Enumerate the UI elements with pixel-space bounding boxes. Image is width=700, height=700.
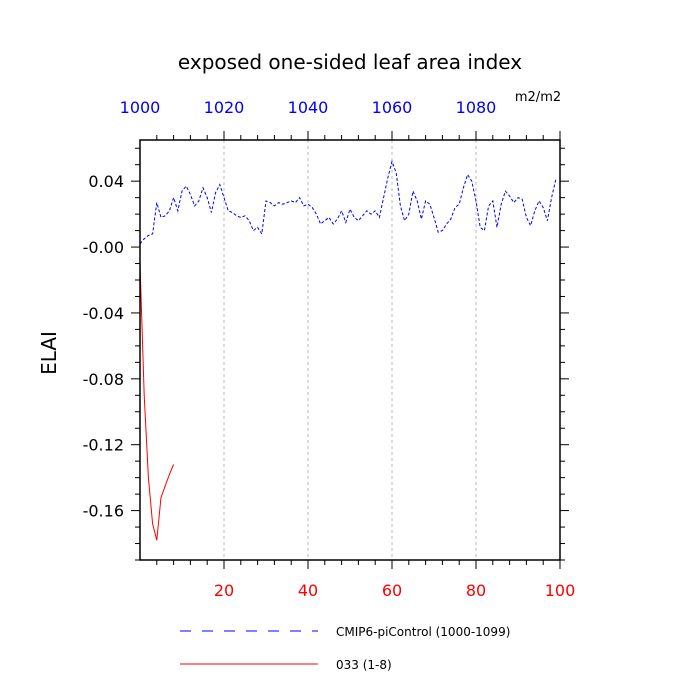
chart-title: exposed one-sided leaf area index [178,50,522,74]
y-axis-label: ELAI [37,331,61,375]
plot-frame [139,139,561,561]
top-tick-label: 1080 [456,98,497,117]
y-tick-label: 0.04 [88,172,124,191]
units-label: m2/m2 [515,90,561,105]
tick-labels: 0.04 -0.00 -0.04 -0.08 -0.12 -0.16 20 40 60 80 100… [83,98,576,600]
series-line-0 [139,159,557,245]
legend: CMIP6-piControl (1000-1099) 033 (1-8) [180,625,510,672]
series-layer [139,159,557,541]
top-tick-label: 1060 [372,98,413,117]
series-line-1 [139,263,175,541]
y-tick-label: -0.12 [83,436,124,455]
axis-ticks [131,131,569,569]
grid-lines [223,140,477,560]
x-tick-label: 80 [466,581,486,600]
y-tick-label: -0.16 [83,502,124,521]
legend-label-1: 033 (1-8) [336,658,392,672]
top-tick-label: 1000 [120,98,161,117]
x-tick-label: 20 [214,581,234,600]
top-tick-label: 1020 [204,98,245,117]
y-tick-label: -0.04 [83,304,124,323]
x-tick-label: 100 [545,581,576,600]
y-tick-label: -0.00 [83,238,124,257]
top-tick-label: 1040 [288,98,329,117]
x-tick-label: 40 [298,581,318,600]
legend-label-0: CMIP6-piControl (1000-1099) [336,625,510,639]
x-tick-label: 60 [382,581,402,600]
y-tick-label: -0.08 [83,370,124,389]
